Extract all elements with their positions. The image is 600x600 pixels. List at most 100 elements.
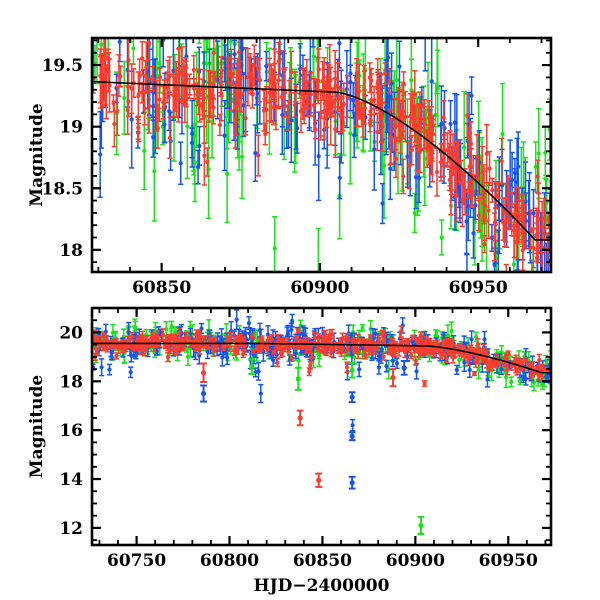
data-point [236, 83, 241, 88]
data-point [318, 110, 323, 116]
data-point [225, 355, 230, 360]
data-point [514, 180, 520, 185]
tick-layer [92, 38, 551, 272]
data-point [190, 131, 195, 136]
data-point [311, 103, 317, 108]
data-point [240, 46, 245, 51]
data-point [450, 152, 456, 157]
data-point [523, 376, 528, 381]
data-point [154, 103, 159, 108]
data-point [433, 333, 438, 338]
data-point [401, 174, 406, 179]
data-point [435, 86, 440, 91]
data-point [202, 114, 207, 119]
data-point [104, 89, 109, 94]
data-point [298, 109, 304, 114]
data-point [340, 114, 345, 119]
data-point [401, 81, 406, 86]
data-point [535, 174, 540, 179]
data-point [200, 86, 205, 92]
data-point [448, 188, 453, 193]
data-point [535, 245, 541, 251]
data-point [360, 120, 366, 125]
data-point [162, 91, 167, 97]
data-layer [91, 13, 551, 324]
full-lightcurve-panel: 60750 60800 60850 60900 609501214161820Magni… [27, 306, 553, 596]
data-point [290, 318, 295, 323]
data-point [387, 78, 392, 84]
data-point [381, 354, 386, 359]
data-point [217, 122, 222, 128]
data-point [373, 331, 378, 336]
data-point [197, 20, 201, 24]
data-point [409, 78, 414, 83]
data-point [107, 367, 112, 372]
data-point [239, 154, 245, 159]
data-point [219, 93, 224, 98]
data-point [423, 23, 427, 27]
data-point [105, 55, 111, 60]
data-point [304, 79, 309, 85]
data-point [282, 90, 288, 95]
data-point [185, 124, 190, 129]
data-point [129, 13, 133, 17]
data-point [348, 131, 353, 136]
data-point [530, 281, 534, 285]
data-point [496, 188, 501, 193]
data-point [285, 331, 291, 337]
data-point [376, 337, 381, 342]
data-point [243, 116, 248, 121]
data-point [147, 41, 152, 46]
data-point [351, 98, 356, 103]
data-point [462, 360, 467, 365]
data-point [250, 76, 255, 81]
data-point [409, 148, 414, 153]
data-point [536, 151, 541, 156]
series-blue [92, 309, 551, 432]
data-point [267, 90, 272, 95]
data-point [171, 68, 176, 73]
data-point [520, 320, 524, 324]
data-point [136, 93, 141, 98]
data-point [183, 78, 189, 83]
data-point [261, 108, 267, 113]
data-point [544, 374, 549, 380]
data-point [514, 211, 519, 217]
data-point [91, 32, 95, 36]
xtick-label: 60850 [132, 278, 191, 298]
data-point [169, 324, 174, 329]
data-point [350, 423, 355, 428]
data-point [287, 99, 292, 104]
data-point [348, 71, 353, 76]
data-point [511, 262, 516, 267]
data-point [533, 164, 538, 169]
data-point [454, 367, 459, 372]
data-point [150, 76, 155, 81]
data-point [376, 79, 381, 84]
data-point [457, 357, 462, 363]
data-point [431, 123, 436, 128]
data-point [509, 379, 514, 384]
data-point [485, 377, 490, 382]
data-point [272, 246, 277, 251]
data-point [316, 67, 321, 72]
data-point [229, 73, 234, 78]
data-point [98, 152, 103, 157]
data-point [523, 199, 528, 204]
data-point [388, 166, 393, 171]
data-point [234, 104, 239, 109]
data-point [258, 391, 263, 396]
data-point [394, 361, 400, 366]
data-point [247, 71, 253, 76]
data-point [205, 349, 210, 354]
data-point [106, 69, 111, 75]
data-point [422, 117, 427, 122]
data-point [414, 369, 419, 374]
data-point [191, 67, 196, 73]
data-point [237, 67, 243, 73]
data-point [499, 367, 504, 372]
data-point [475, 176, 481, 181]
data-point [228, 39, 233, 44]
data-point [241, 103, 246, 108]
data-point [226, 69, 231, 75]
